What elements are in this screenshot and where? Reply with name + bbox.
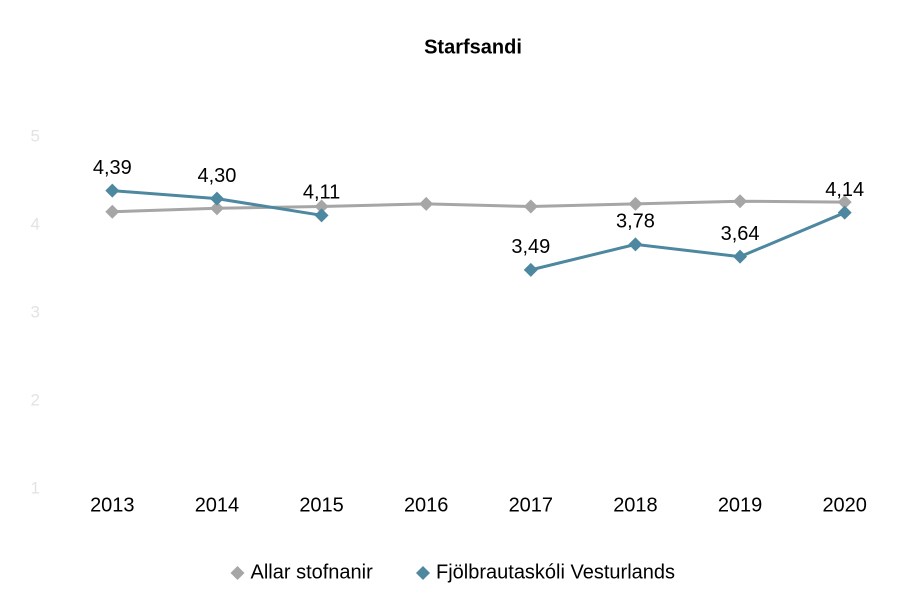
- series-line: [112, 199, 845, 214]
- x-tick-label: 2013: [90, 494, 135, 516]
- data-label: 4,30: [197, 165, 236, 187]
- point: [733, 194, 748, 209]
- data-label: 3,78: [616, 211, 655, 233]
- point: [733, 249, 748, 264]
- y-tick-label: 1: [31, 478, 40, 497]
- legend-label: Fjölbrautaskóli Vesturlands: [436, 561, 675, 583]
- legend-marker: [230, 566, 245, 580]
- x-tick-label: 2020: [822, 494, 867, 516]
- point: [523, 262, 538, 277]
- point: [314, 208, 329, 223]
- x-tick-label: 2017: [509, 494, 554, 516]
- x-tick-label: 2019: [718, 494, 763, 516]
- point: [314, 199, 329, 214]
- data-label: 4,14: [825, 179, 864, 201]
- chart-title: Starfsandi: [424, 36, 522, 58]
- point: [209, 191, 224, 206]
- point: [628, 196, 643, 211]
- y-tick-label: 5: [31, 126, 40, 145]
- point: [837, 195, 852, 210]
- legend-label: Allar stofnanir: [251, 561, 374, 583]
- point: [209, 201, 224, 216]
- y-tick-label: 2: [31, 390, 40, 409]
- point: [105, 183, 120, 198]
- y-tick-label: 4: [31, 214, 40, 233]
- point: [628, 237, 643, 252]
- data-label: 3,49: [511, 236, 550, 258]
- data-label: 3,64: [721, 223, 760, 245]
- x-tick-label: 2015: [299, 494, 344, 516]
- point: [837, 205, 852, 220]
- x-tick-label: 2014: [195, 494, 240, 516]
- y-tick-label: 3: [31, 302, 40, 321]
- point: [523, 199, 538, 214]
- data-label: 4,39: [93, 157, 132, 179]
- data-label: 4,11: [303, 182, 340, 204]
- point: [419, 196, 434, 211]
- legend-marker: [416, 566, 430, 580]
- x-tick-label: 2016: [404, 494, 449, 516]
- point: [105, 204, 120, 219]
- x-tick-label: 2018: [613, 494, 658, 516]
